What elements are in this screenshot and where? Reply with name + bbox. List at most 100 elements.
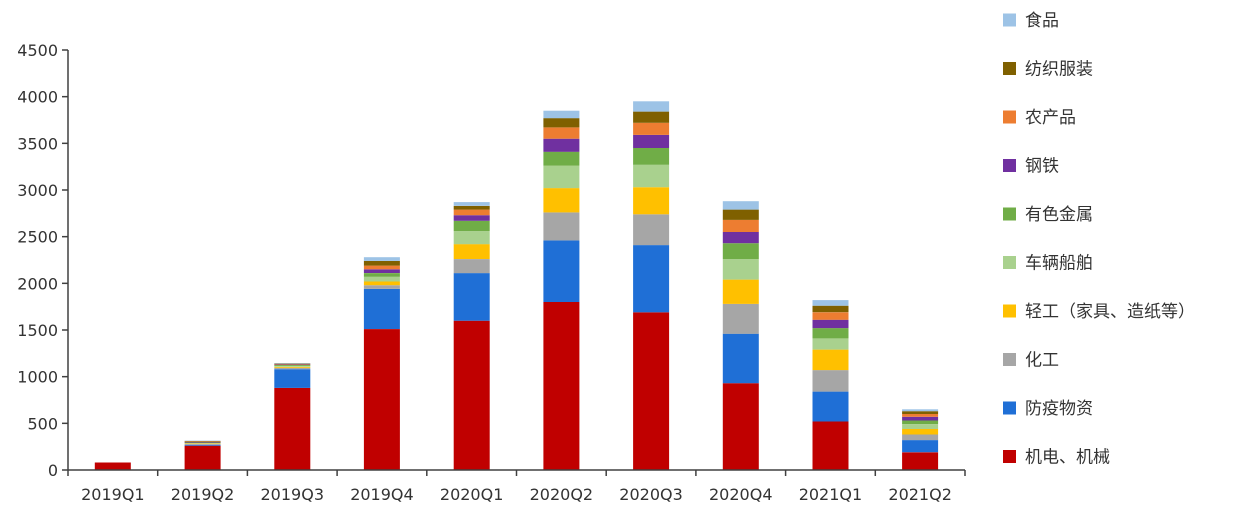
x-tick-label: 2019Q2 — [171, 485, 235, 504]
bar-segment-2021Q2-9 — [902, 409, 939, 412]
bar-segment-2020Q3-3 — [633, 187, 670, 215]
bar-segment-2021Q1-6 — [812, 319, 849, 329]
x-tick-label: 2019Q3 — [261, 485, 325, 504]
bar-segment-2021Q2-3 — [902, 428, 939, 435]
bar-segment-2019Q2-0 — [184, 445, 221, 470]
x-tick-label: 2021Q2 — [888, 485, 952, 504]
bar-segment-2020Q4-6 — [722, 232, 759, 244]
bar-segment-2020Q3-4 — [633, 164, 670, 188]
legend-item: 农产品 — [1003, 108, 1076, 128]
legend-label: 化工 — [1025, 351, 1059, 371]
legend-label: 轻工（家具、造纸等） — [1025, 302, 1195, 322]
bar-segment-2020Q3-5 — [633, 148, 670, 165]
bar-segment-2021Q2-7 — [902, 414, 939, 417]
bar-segment-2019Q2-5 — [184, 442, 221, 443]
legend-label: 机电、机械 — [1025, 448, 1110, 468]
bar-segment-2021Q2-2 — [902, 434, 939, 441]
legend-item: 有色金属 — [1003, 205, 1093, 225]
bar-segment-2019Q4-5 — [363, 273, 400, 277]
bar-segment-2020Q2-6 — [543, 138, 580, 152]
x-tick-label: 2020Q4 — [709, 485, 773, 504]
y-tick-label: 3000 — [17, 181, 58, 200]
legend-swatch — [1003, 159, 1016, 172]
bar-segment-2020Q4-2 — [722, 303, 759, 334]
legend-label: 纺织服装 — [1025, 60, 1093, 80]
bar-segment-2019Q4-4 — [363, 276, 400, 282]
bar-segment-2021Q2-6 — [902, 416, 939, 421]
legend-label: 食品 — [1025, 11, 1059, 31]
legend-swatch — [1003, 207, 1016, 221]
bar-segment-2021Q1-9 — [812, 300, 849, 306]
bar-segment-2021Q2-1 — [902, 440, 939, 453]
bar-segment-2019Q3-0 — [274, 387, 311, 470]
bar-segment-2019Q2-2 — [184, 443, 221, 445]
legend-item: 食品 — [1003, 11, 1059, 31]
y-tick-label: 2000 — [17, 274, 58, 293]
bar-segment-2021Q2-5 — [902, 420, 939, 425]
bar-segment-2020Q2-3 — [543, 188, 580, 213]
bar-segment-2019Q3-5 — [274, 365, 311, 366]
legend-label: 防疫物资 — [1025, 399, 1093, 419]
y-tick-label: 500 — [27, 414, 58, 433]
bar-segment-2021Q1-7 — [812, 312, 849, 320]
bar-segment-2020Q3-6 — [633, 134, 670, 148]
bar-segment-2021Q1-1 — [812, 391, 849, 422]
y-tick-label: 2500 — [17, 228, 58, 247]
bar-segment-2019Q4-8 — [363, 260, 400, 266]
bar-segment-2019Q2-3 — [184, 443, 221, 444]
legend-label: 钢铁 — [1025, 157, 1059, 177]
bar-segment-2019Q4-7 — [363, 265, 400, 270]
bar-segment-2020Q3-7 — [633, 122, 670, 135]
bar-segment-2019Q3-9 — [274, 363, 311, 364]
bar-segment-2019Q2-9 — [184, 440, 221, 442]
bar-segment-2019Q1-0 — [94, 462, 131, 470]
bar-segment-2020Q2-8 — [543, 118, 580, 128]
bar-segment-2019Q4-0 — [363, 329, 400, 470]
y-tick-label: 1000 — [17, 368, 58, 387]
bar-segment-2019Q3-4 — [274, 365, 311, 367]
legend-item: 纺织服装 — [1003, 60, 1093, 80]
bar-segment-2020Q4-0 — [722, 383, 759, 470]
bar-segment-2020Q4-1 — [722, 333, 759, 384]
x-tick-label: 2021Q1 — [799, 485, 863, 504]
bar-segment-2019Q4-3 — [363, 281, 400, 286]
bar-segment-2020Q1-8 — [453, 205, 490, 210]
bar-segment-2020Q3-9 — [633, 101, 670, 112]
y-tick-label: 3500 — [17, 134, 58, 153]
bar-segment-2020Q1-5 — [453, 220, 490, 232]
legend-swatch — [1003, 62, 1016, 75]
bar-segment-2020Q4-8 — [722, 209, 759, 220]
axes-layer: 0 500 1000 1500 2000 2500 3000 3500 4000 4500 2019… — [17, 41, 966, 504]
bar-segment-2020Q2-7 — [543, 127, 580, 139]
y-tick-label: 0 — [48, 461, 58, 480]
bar-segment-2020Q1-0 — [453, 320, 490, 470]
legend-item: 防疫物资 — [1003, 399, 1093, 419]
bar-segment-2019Q2-4 — [184, 442, 221, 444]
bar-segment-2020Q1-3 — [453, 244, 490, 259]
bar-segment-2020Q1-9 — [453, 202, 490, 206]
bar-segment-2019Q4-2 — [363, 285, 400, 289]
bar-segment-2019Q3-6 — [274, 364, 311, 365]
bar-segment-2020Q4-3 — [722, 279, 759, 304]
legend-item: 机电、机械 — [1003, 448, 1110, 468]
bar-segment-2021Q1-3 — [812, 349, 849, 371]
x-tick-label: 2019Q4 — [350, 485, 414, 504]
legend-swatch — [1003, 450, 1016, 463]
y-tick-label: 4000 — [17, 88, 58, 107]
bar-segment-2019Q3-1 — [274, 369, 311, 388]
legend-swatch — [1003, 13, 1016, 27]
bar-segment-2021Q1-8 — [812, 305, 849, 313]
legend-item: 化工 — [1003, 351, 1059, 371]
legend-swatch — [1003, 256, 1016, 269]
bar-segment-2019Q2-8 — [184, 441, 221, 442]
x-tick-label: 2020Q3 — [619, 485, 683, 504]
bar-segment-2020Q1-4 — [453, 231, 490, 245]
bar-segment-2021Q2-8 — [902, 411, 939, 414]
bar-segment-2019Q4-1 — [363, 288, 400, 329]
bar-segment-2021Q2-0 — [902, 452, 939, 470]
bar-segment-2020Q1-1 — [453, 273, 490, 321]
bar-segment-2019Q2-7 — [184, 441, 221, 442]
bar-segment-2019Q3-8 — [274, 363, 311, 365]
